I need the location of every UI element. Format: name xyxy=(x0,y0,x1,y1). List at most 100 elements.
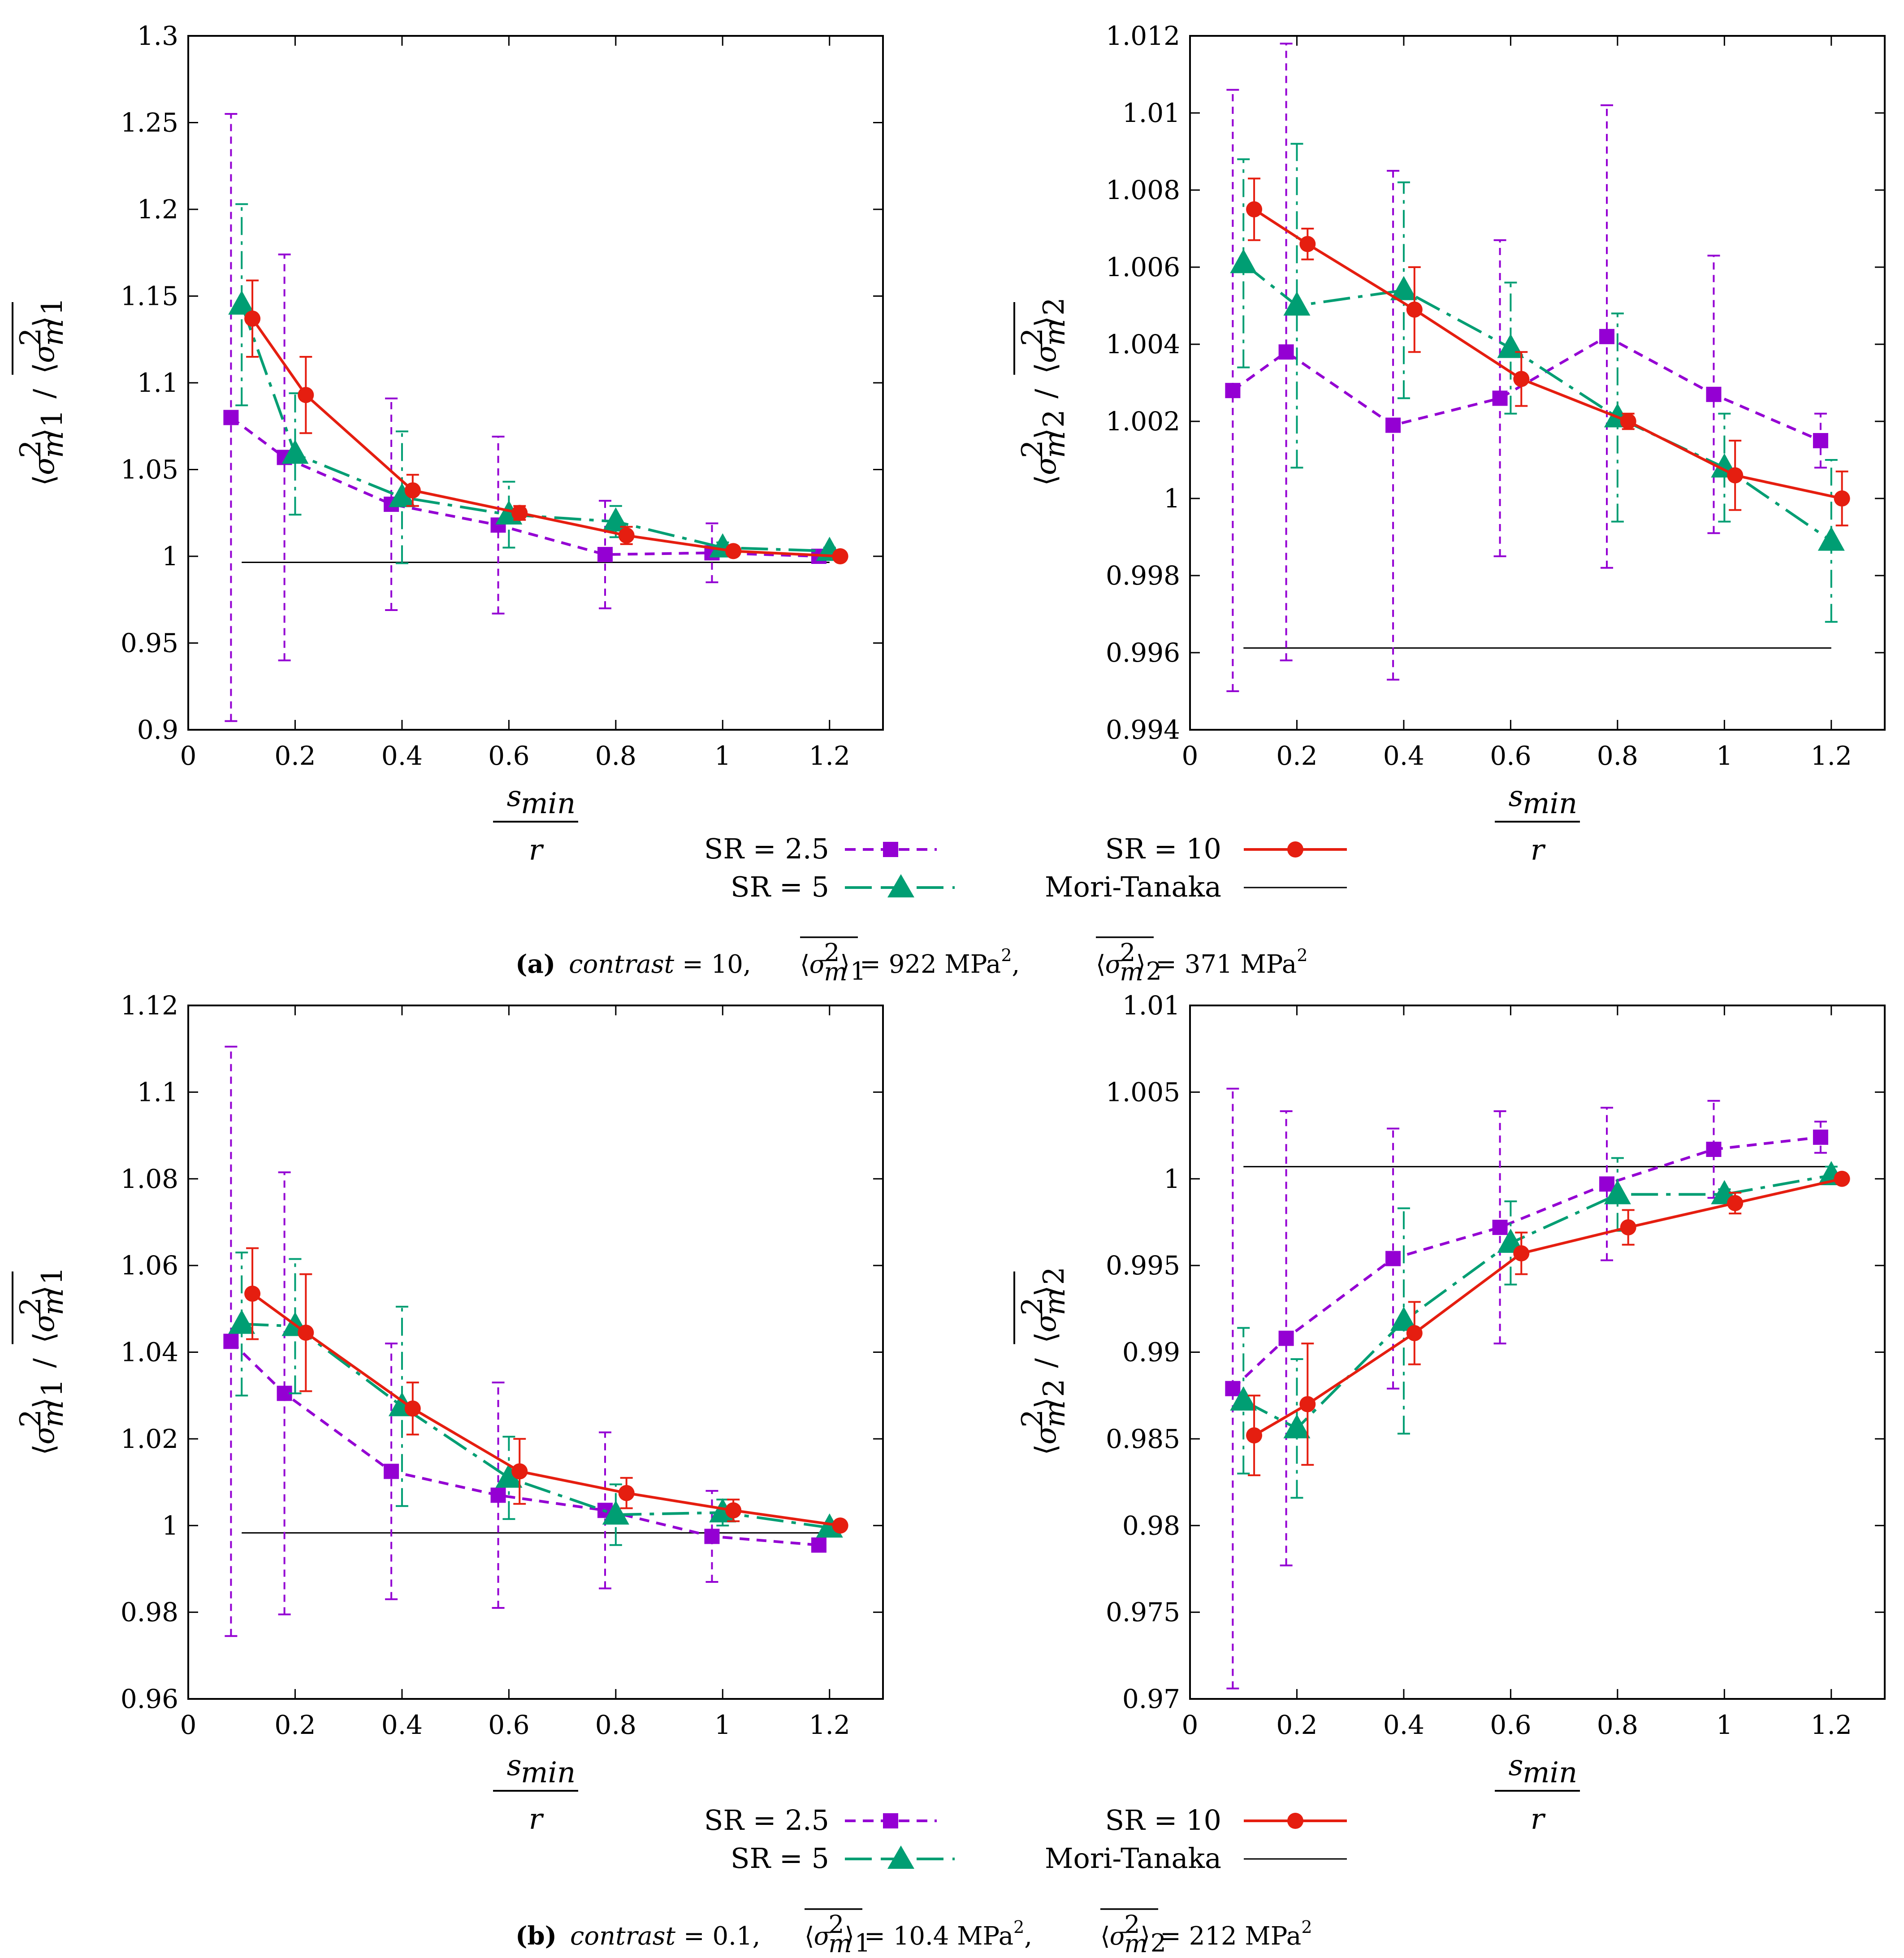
data-point xyxy=(1283,291,1311,316)
caption-b-symbol-1: 1 xyxy=(805,1908,870,1958)
y-axis-label-slash: / xyxy=(1030,389,1063,399)
data-point xyxy=(1246,201,1263,217)
data-point xyxy=(1599,329,1614,344)
chart-b-left: 0 0.2 0.4 0.6 0.8 1 1.2 0.96 0.98 1 1.02 1.04 1.06 1.… xyxy=(12,990,884,1836)
legend-sr5-label: SR = 5 xyxy=(731,1842,829,1875)
data-point xyxy=(1513,1245,1530,1262)
y-tick-label: 1.005 xyxy=(1106,1077,1180,1107)
x-tick-label: 0.8 xyxy=(595,1710,636,1740)
y-axis-label: 2 / 2 xyxy=(1013,1267,1072,1456)
x-axis-label-num: s xyxy=(1509,780,1523,813)
caption-a-rest: = 10, xyxy=(682,950,751,979)
x-axis-label-den: r xyxy=(529,834,544,867)
caption-b-symbol-2: 2 xyxy=(1100,1908,1166,1958)
legend-sr10-sample xyxy=(1244,841,1347,858)
svg-text:= 922 MPa2,: = 922 MPa2, xyxy=(860,945,1020,979)
caption-b-value-2: = 212 MPa xyxy=(1160,1922,1301,1951)
x-tick-label: 0.8 xyxy=(1597,741,1638,771)
plot-frame xyxy=(1189,35,1886,731)
data-point xyxy=(832,1517,848,1534)
data-point xyxy=(1390,1306,1417,1331)
legend-sr25-label: SR = 2.5 xyxy=(704,832,829,865)
y-tick-label: 1.01 xyxy=(1122,98,1180,128)
x-axis-label-sub: min xyxy=(1523,787,1577,820)
data-point xyxy=(618,527,635,544)
x-tick-label: 1 xyxy=(1716,1710,1733,1740)
series-sr10 xyxy=(244,279,848,564)
legend-mt-label: Mori-Tanaka xyxy=(1045,1842,1221,1875)
y-axis-label: 1 / 1 xyxy=(12,297,70,486)
data-point xyxy=(618,1485,635,1501)
legend-sr5-label: SR = 5 xyxy=(731,871,829,903)
y-axis-label-slash: / xyxy=(28,1358,61,1368)
y-tick-label: 1.05 xyxy=(121,455,178,485)
x-tick-label: 0 xyxy=(1182,1710,1199,1740)
x-axis-label-sub: min xyxy=(521,787,576,820)
data-point xyxy=(511,1463,528,1480)
plot-frame xyxy=(187,35,884,731)
data-point xyxy=(1599,1176,1614,1192)
caption-b-rest: = 0.1, xyxy=(684,1922,761,1951)
y-tick-label: 1 xyxy=(1164,1164,1180,1194)
caption-b-word: contrast xyxy=(570,1922,676,1951)
data-point xyxy=(1497,334,1524,358)
y-tick-label: 1.25 xyxy=(121,108,178,138)
x-axis-label-sub: min xyxy=(521,1756,576,1789)
data-point xyxy=(404,482,421,498)
data-point xyxy=(1492,390,1508,406)
x-tick-label: 0.2 xyxy=(1276,1710,1317,1740)
y-tick-label: 1.06 xyxy=(121,1250,178,1281)
data-point xyxy=(1406,301,1423,318)
x-axis-label-num: s xyxy=(1509,1749,1523,1782)
legend-sr25-sample xyxy=(845,1813,937,1828)
y-tick-label: 0.996 xyxy=(1106,637,1180,668)
series-line xyxy=(251,318,840,558)
y-tick-label: 0.994 xyxy=(1106,715,1180,745)
x-tick-label: 1.2 xyxy=(1811,741,1852,771)
y-tick-label: 1 xyxy=(162,1510,178,1541)
y-axis-label: 1 / 1 xyxy=(12,1267,70,1456)
y-axis-label-index: 2 xyxy=(1038,297,1071,316)
x-tick-label: 0.6 xyxy=(488,741,529,771)
y-tick-label: 1.15 xyxy=(121,281,178,312)
legend-sr10-label: SR = 10 xyxy=(1105,832,1221,865)
plot-frame xyxy=(187,1005,884,1700)
y-tick-label: 1.3 xyxy=(137,21,178,51)
series-line xyxy=(242,1322,830,1529)
data-point xyxy=(228,1309,255,1334)
series-sr25 xyxy=(1225,1087,1828,1689)
x-tick-label: 1.2 xyxy=(1811,1710,1852,1740)
caption-a-value-2: = 371 MPa xyxy=(1155,950,1297,979)
data-point xyxy=(511,505,528,521)
data-point xyxy=(597,547,613,563)
caption-a-symbol-2: 2 xyxy=(1096,936,1162,987)
chart-b-right: 0 0.2 0.4 0.6 0.8 1 1.2 0.97 0.975 0.98 0.985 0.99 0… xyxy=(1013,990,1886,1836)
series-line xyxy=(1253,208,1843,500)
legend-sr10-sample xyxy=(1244,1813,1347,1829)
data-point xyxy=(602,1500,629,1525)
x-tick-label: 0.2 xyxy=(274,1710,316,1740)
svg-text:= 212 MPa2: = 212 MPa2 xyxy=(1160,1917,1312,1951)
caption-b-sep: , xyxy=(1024,1922,1032,1951)
x-tick-label: 0.4 xyxy=(381,741,423,771)
y-tick-label: 0.98 xyxy=(1122,1510,1180,1541)
caption-a: (a) contrast = 10, 1 = 922 MPa2, 2 = 371… xyxy=(515,936,1308,987)
x-axis-label-den: r xyxy=(529,1803,544,1836)
caption-a-letter: (a) xyxy=(515,949,555,979)
y-tick-label: 1.2 xyxy=(137,194,178,225)
svg-text:2: 2 xyxy=(1146,957,1162,985)
data-point xyxy=(1604,1180,1631,1204)
data-point xyxy=(1225,1381,1241,1396)
data-point xyxy=(298,387,314,403)
data-point xyxy=(832,548,848,564)
svg-text:(a) contrast = 10: (a) contrast = 10, xyxy=(515,949,751,979)
series-sr5 xyxy=(1230,143,1845,623)
data-point xyxy=(298,1324,314,1341)
y-tick-label: 0.98 xyxy=(121,1597,178,1628)
data-point xyxy=(1620,1219,1636,1236)
data-point xyxy=(384,1464,399,1479)
x-tick-label: 0.8 xyxy=(1597,1710,1638,1740)
data-point xyxy=(1817,526,1845,551)
